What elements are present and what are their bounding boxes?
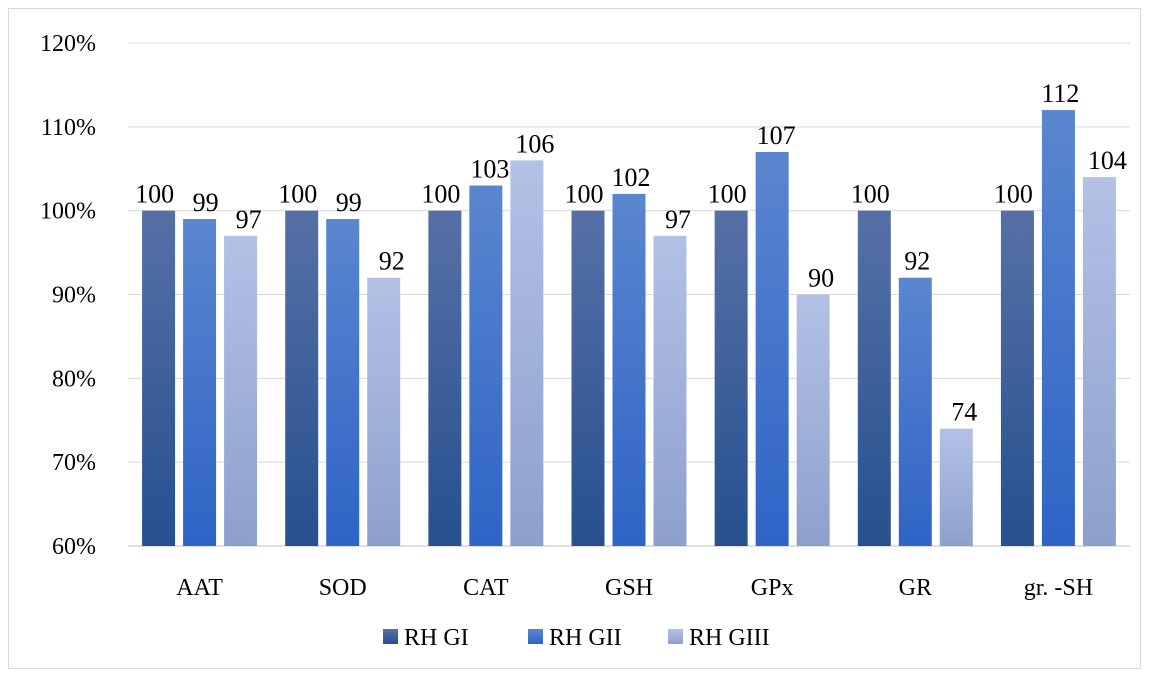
x-axis-ticks: AAT SOD CAT GSH GPx GR gr. -SH [176,575,1093,601]
data-label: 74 [951,398,977,427]
bar-rh-gii-sod [326,219,360,547]
bar-rh-gii-gpx [755,151,789,546]
bar-rh-giii-gpx [796,294,830,546]
data-label: 100 [565,180,604,209]
y-tick-label: 60% [52,534,96,560]
legend-swatch [668,629,683,644]
legend-swatch [383,629,398,644]
bar-rh-gi-sod [285,210,319,546]
bars [142,110,1116,547]
bar-rh-giii-gr [939,428,973,546]
legend: RH GI RH GII RH GIII [383,625,770,651]
x-tick-label: CAT [463,575,509,601]
bar-rh-giii-sod [367,277,401,546]
bar-rh-gi-gsh [571,210,605,546]
bar-rh-gi-gr-sh [1000,210,1034,546]
data-label: 107 [757,121,796,150]
y-tick-label: 80% [52,366,96,392]
bar-rh-giii-gsh [653,235,687,547]
data-label: 99 [193,188,219,217]
data-label: 103 [470,155,509,184]
y-tick-label: 90% [52,283,96,309]
bar-rh-gi-gpx [714,210,748,546]
data-label: 104 [1088,146,1127,175]
data-label: 92 [904,247,930,276]
bar-rh-giii-gr-sh [1082,177,1116,546]
data-label: 102 [612,163,651,192]
bar-rh-giii-aat [224,235,258,547]
y-tick-label: 70% [52,450,96,476]
data-label: 99 [336,188,362,217]
y-tick-label: 110% [41,115,96,141]
bar-rh-gii-gr-sh [1041,110,1075,547]
bar-rh-gi-aat [142,210,176,546]
legend-label: RH GIII [689,625,770,651]
y-tick-label: 120% [40,31,96,57]
x-tick-label: AAT [176,575,223,601]
data-label: 100 [278,180,317,209]
data-label: 106 [515,129,554,158]
x-tick-label: GSH [605,575,653,601]
data-label: 97 [665,205,691,234]
legend-label: RH GII [549,625,622,651]
legend-swatch [528,629,543,644]
data-label: 100 [994,180,1033,209]
y-tick-label: 100% [40,199,96,225]
bar-rh-giii-cat [510,160,544,546]
data-label: 100 [708,180,747,209]
legend-label: RH GI [404,625,469,651]
x-tick-label: GPx [751,575,794,601]
x-tick-label: SOD [319,575,367,601]
bar-rh-gi-gr [857,210,891,546]
bar-rh-gi-cat [428,210,462,546]
bar-rh-gii-aat [183,219,217,547]
bar-rh-gii-cat [469,185,503,546]
data-label: 100 [851,180,890,209]
data-label: 112 [1041,79,1079,108]
data-label: 97 [236,205,262,234]
data-label: 100 [421,180,460,209]
bar-rh-gii-gsh [612,193,646,546]
bar-rh-gii-gr [898,277,932,546]
x-tick-label: gr. -SH [1024,575,1093,601]
y-axis-ticks: 60% 70% 80% 90% 100% 110% 120% [40,31,96,560]
data-label: 92 [379,247,405,276]
x-tick-label: GR [899,575,932,601]
data-label: 90 [808,264,834,293]
data-label: 100 [135,180,174,209]
